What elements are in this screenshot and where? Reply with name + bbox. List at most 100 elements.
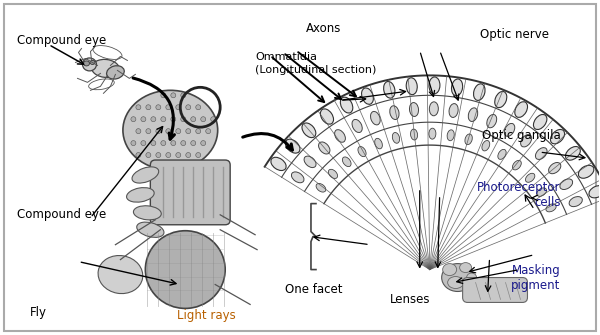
Ellipse shape xyxy=(512,160,521,170)
Text: Masking
pigment: Masking pigment xyxy=(511,264,560,292)
Circle shape xyxy=(156,152,161,157)
Circle shape xyxy=(171,117,176,122)
Ellipse shape xyxy=(352,120,362,133)
Circle shape xyxy=(131,141,136,146)
Circle shape xyxy=(146,105,151,110)
Circle shape xyxy=(136,152,141,157)
Circle shape xyxy=(136,105,141,110)
Ellipse shape xyxy=(465,134,472,145)
Ellipse shape xyxy=(406,78,417,95)
Ellipse shape xyxy=(371,112,380,125)
Ellipse shape xyxy=(429,128,436,139)
Circle shape xyxy=(176,152,181,157)
Circle shape xyxy=(161,141,166,146)
Ellipse shape xyxy=(546,204,556,212)
Ellipse shape xyxy=(292,172,304,183)
Text: Compound eye: Compound eye xyxy=(17,208,107,220)
Circle shape xyxy=(161,117,166,122)
Ellipse shape xyxy=(569,197,583,207)
Circle shape xyxy=(196,152,201,157)
Ellipse shape xyxy=(505,123,515,136)
Circle shape xyxy=(166,129,171,134)
Circle shape xyxy=(136,129,141,134)
Ellipse shape xyxy=(535,148,547,159)
Circle shape xyxy=(156,105,161,110)
Ellipse shape xyxy=(533,115,547,130)
Circle shape xyxy=(176,105,181,110)
Text: Lenses: Lenses xyxy=(390,292,430,306)
Ellipse shape xyxy=(83,58,97,71)
Circle shape xyxy=(196,105,201,110)
Ellipse shape xyxy=(362,88,373,104)
Ellipse shape xyxy=(429,77,440,94)
Ellipse shape xyxy=(515,102,527,117)
Ellipse shape xyxy=(449,104,458,118)
Ellipse shape xyxy=(443,264,457,276)
Text: Compound eye: Compound eye xyxy=(17,34,107,47)
Ellipse shape xyxy=(92,59,119,77)
Circle shape xyxy=(146,129,151,134)
Circle shape xyxy=(171,141,176,146)
Ellipse shape xyxy=(358,146,366,157)
FancyBboxPatch shape xyxy=(151,160,230,225)
Circle shape xyxy=(181,93,186,98)
Circle shape xyxy=(186,105,191,110)
Circle shape xyxy=(176,129,181,134)
Ellipse shape xyxy=(107,66,124,79)
Ellipse shape xyxy=(343,157,351,166)
Ellipse shape xyxy=(447,130,454,141)
Circle shape xyxy=(171,93,176,98)
Ellipse shape xyxy=(460,263,472,273)
Ellipse shape xyxy=(452,79,463,96)
Text: Photoreceptor
cells: Photoreceptor cells xyxy=(477,181,560,209)
Ellipse shape xyxy=(137,222,164,238)
Ellipse shape xyxy=(589,186,600,198)
Circle shape xyxy=(206,129,211,134)
Text: Optic gangila: Optic gangila xyxy=(482,129,560,142)
Ellipse shape xyxy=(390,106,399,120)
Ellipse shape xyxy=(448,277,464,288)
Ellipse shape xyxy=(536,188,547,196)
Ellipse shape xyxy=(335,130,346,142)
Ellipse shape xyxy=(473,84,485,100)
Ellipse shape xyxy=(83,61,89,66)
Ellipse shape xyxy=(319,142,330,154)
Circle shape xyxy=(156,129,161,134)
Text: One facet: One facet xyxy=(285,283,343,295)
Ellipse shape xyxy=(550,129,565,144)
Circle shape xyxy=(191,117,196,122)
Circle shape xyxy=(211,117,215,122)
Ellipse shape xyxy=(123,90,218,170)
Circle shape xyxy=(141,141,146,146)
Ellipse shape xyxy=(487,115,497,128)
Circle shape xyxy=(181,117,186,122)
Ellipse shape xyxy=(560,179,572,190)
Ellipse shape xyxy=(467,273,476,282)
Text: Optic nerve: Optic nerve xyxy=(479,28,548,41)
Ellipse shape xyxy=(498,149,506,159)
Circle shape xyxy=(196,129,201,134)
Ellipse shape xyxy=(495,91,507,108)
Circle shape xyxy=(146,152,151,157)
Circle shape xyxy=(166,152,171,157)
Ellipse shape xyxy=(302,123,316,138)
Ellipse shape xyxy=(127,188,154,202)
Text: Ommatidia
(Longitudinal section): Ommatidia (Longitudinal section) xyxy=(255,52,376,75)
Circle shape xyxy=(186,129,191,134)
Ellipse shape xyxy=(316,184,326,192)
Circle shape xyxy=(141,117,146,122)
Ellipse shape xyxy=(132,167,158,183)
Ellipse shape xyxy=(521,135,532,147)
Ellipse shape xyxy=(430,102,439,116)
Ellipse shape xyxy=(328,169,338,179)
Circle shape xyxy=(151,117,156,122)
Text: Axons: Axons xyxy=(306,22,341,36)
Ellipse shape xyxy=(90,60,95,64)
Ellipse shape xyxy=(383,81,395,98)
Ellipse shape xyxy=(340,97,353,113)
Ellipse shape xyxy=(578,165,594,178)
Ellipse shape xyxy=(145,231,225,309)
Circle shape xyxy=(191,141,196,146)
Circle shape xyxy=(181,141,186,146)
Circle shape xyxy=(201,141,206,146)
